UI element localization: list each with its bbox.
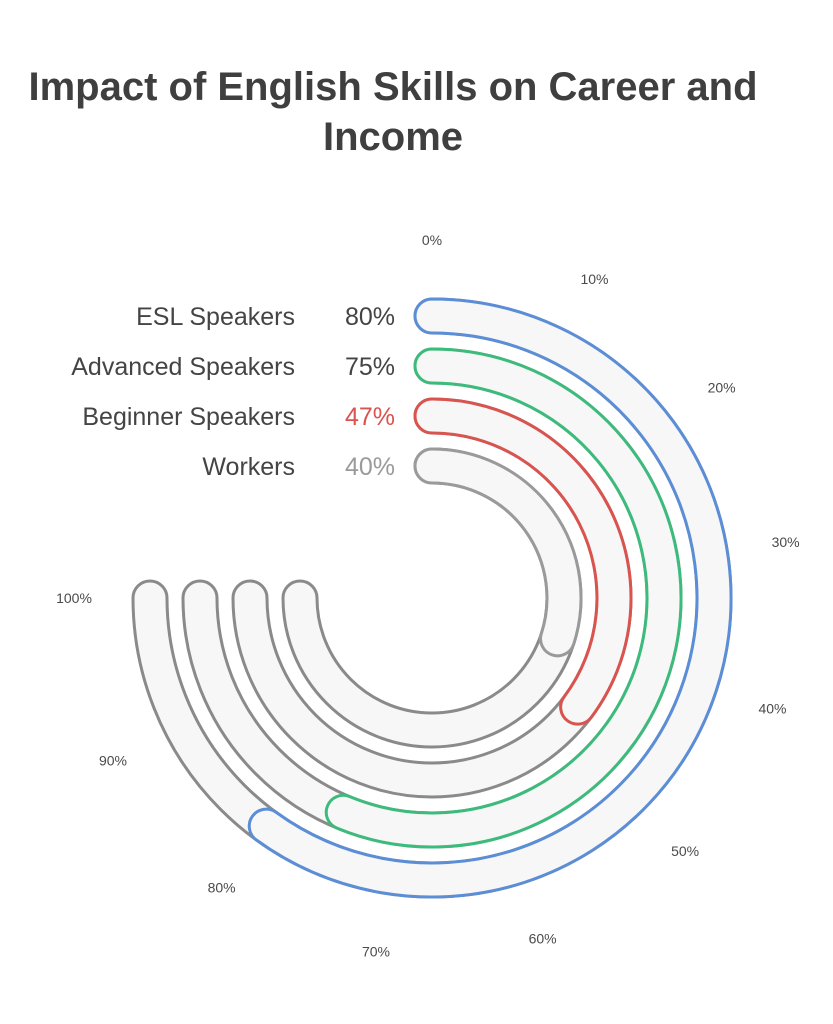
tick-label: 0% xyxy=(422,232,442,248)
tick-label: 70% xyxy=(362,944,390,960)
tick-label: 60% xyxy=(529,931,557,947)
tick-label: 20% xyxy=(708,380,736,396)
series-value-advanced-speakers: 75% xyxy=(345,353,395,381)
chart-title: Impact of English Skills on Career and I… xyxy=(28,65,758,159)
tick-label: 10% xyxy=(580,271,608,287)
series-value-beginner-speakers: 47% xyxy=(345,403,395,431)
tick-label: 90% xyxy=(99,753,127,769)
tick-labels: 0% 10% 20% 30% 40% 50% 60% 70% 80% 90% 100% xyxy=(56,232,800,960)
series-name-advanced-speakers: Advanced Speakers xyxy=(71,353,295,381)
tick-label: 100% xyxy=(56,590,92,606)
bar-esl-speakers xyxy=(247,297,733,899)
series-value-workers: 40% xyxy=(345,453,395,481)
series-name-beginner-speakers: Beginner Speakers xyxy=(82,403,295,431)
series-name-workers: Workers xyxy=(202,453,295,481)
series-name-esl-speakers: ESL Speakers xyxy=(136,303,295,331)
bar-workers xyxy=(413,447,583,658)
bar-beginner-speakers xyxy=(413,397,633,726)
bars-layer xyxy=(247,297,733,899)
tick-label: 30% xyxy=(772,534,800,550)
series-value-esl-speakers: 80% xyxy=(345,303,395,331)
tick-label: 40% xyxy=(758,701,786,717)
bar-advanced-speakers xyxy=(324,347,683,849)
tick-label: 50% xyxy=(671,843,699,859)
series-labels: ESL Speakers 80% Advanced Speakers 75% Begin… xyxy=(71,303,395,481)
tick-label: 80% xyxy=(208,880,236,896)
